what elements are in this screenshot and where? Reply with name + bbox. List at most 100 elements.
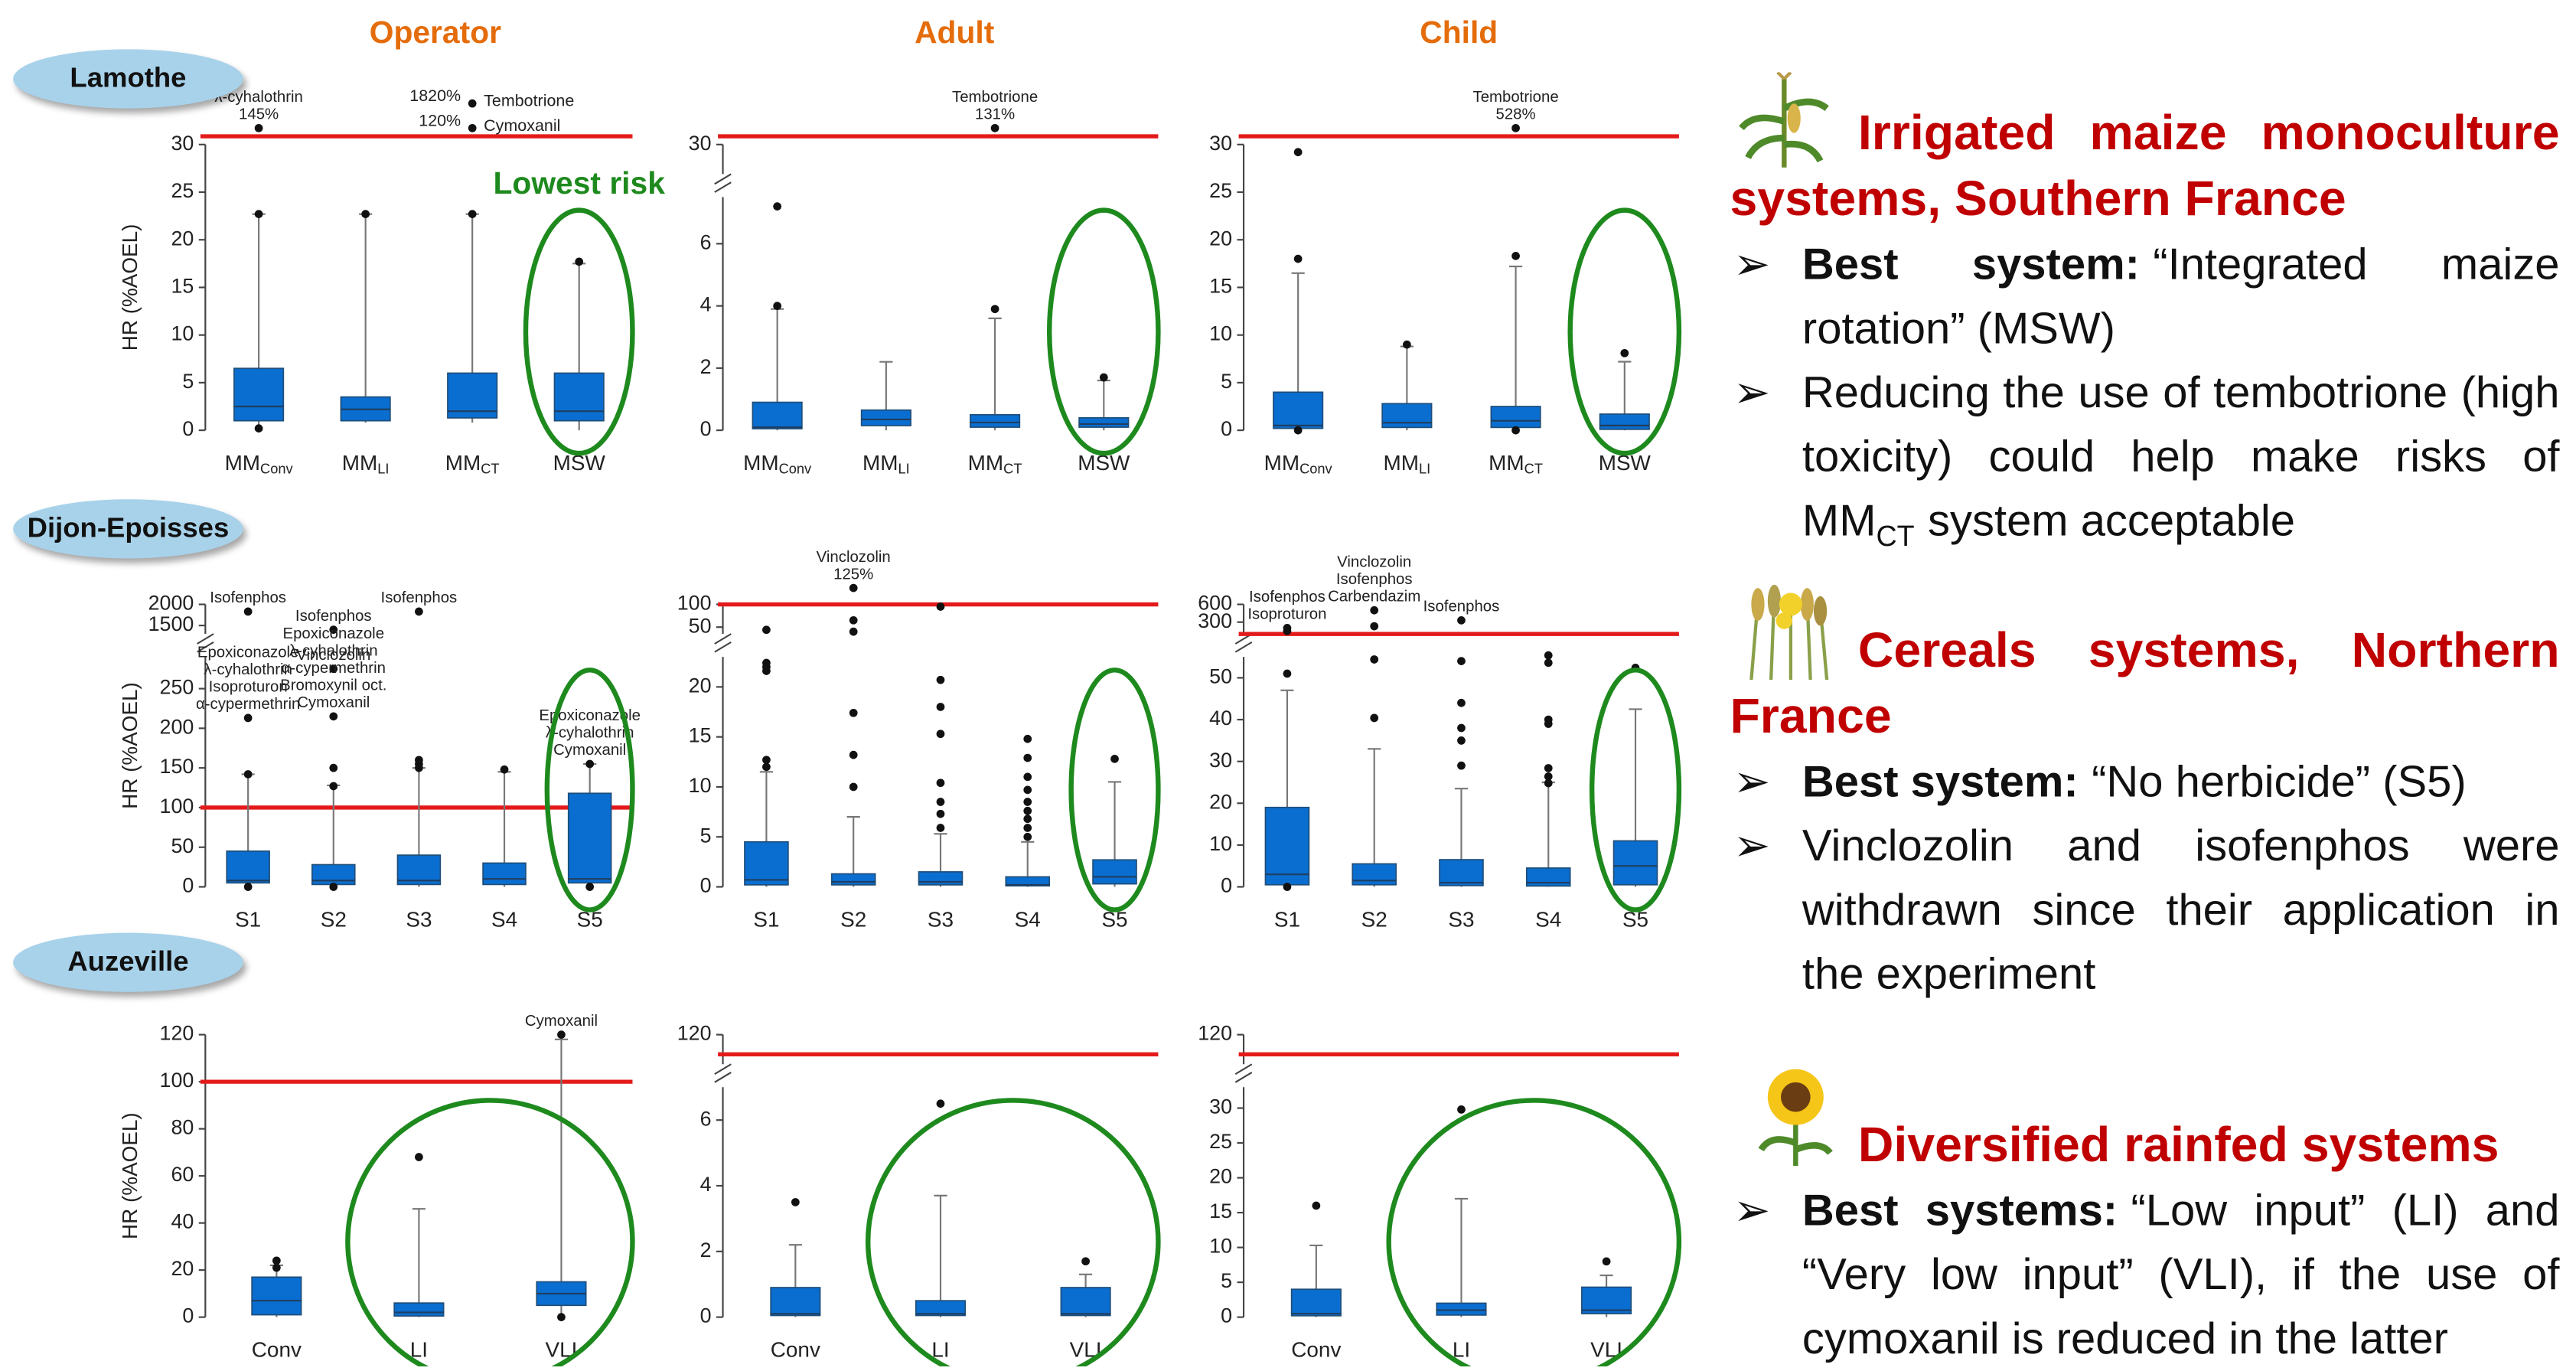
- annotated-outlier: [468, 100, 477, 108]
- annotated-outlier: [329, 712, 337, 720]
- x-tick-label: MMConv: [225, 452, 294, 477]
- axis-break: [715, 1072, 731, 1082]
- outlier: [1457, 724, 1466, 733]
- y-tick-label: 15: [689, 724, 712, 747]
- outlier: [849, 616, 858, 625]
- category-name: S4: [1015, 908, 1041, 932]
- box: [1382, 403, 1431, 427]
- y-tick-label: 100: [677, 592, 712, 615]
- y-tick-label: 2000: [148, 592, 194, 615]
- outlier: [991, 305, 999, 313]
- category-subscript: CT: [481, 460, 499, 476]
- y-tick-label: 50: [689, 614, 712, 637]
- y-tick-label: 30: [1209, 132, 1232, 155]
- y-tick-label: 15: [171, 275, 194, 298]
- x-tick-label: S1: [753, 908, 779, 932]
- outlier: [849, 751, 858, 759]
- outlier: [1544, 764, 1553, 772]
- outlier: [773, 202, 781, 211]
- x-tick-label: MMCT: [445, 452, 500, 477]
- annotation-label: Tembotrione: [952, 89, 1038, 106]
- y-tick-label: 100: [160, 1069, 194, 1092]
- outlier: [1023, 824, 1032, 832]
- annotated-outlier: [585, 760, 594, 769]
- site-label: Dijon-Epoisses: [13, 499, 243, 558]
- outlier: [762, 762, 771, 771]
- box: [1440, 860, 1483, 886]
- axis-break: [715, 182, 731, 192]
- outlier: [468, 210, 477, 218]
- axis-break: [715, 642, 731, 652]
- annotation-label: 131%: [975, 106, 1015, 123]
- y-tick-label: 50: [171, 834, 194, 857]
- annotation-value: 1820%: [409, 87, 461, 105]
- box: [1600, 414, 1649, 429]
- box: [1292, 1289, 1341, 1316]
- annotation-label: Tembotrione: [484, 92, 574, 110]
- box: [569, 793, 611, 883]
- outlier: [1603, 1257, 1611, 1265]
- annotated-outlier: [415, 608, 423, 616]
- y-tick-label: 120: [1198, 1022, 1232, 1045]
- outlier: [1511, 252, 1520, 260]
- highlight-ellipse: [1389, 1100, 1679, 1366]
- annotation-label: Epoxiconazole: [282, 625, 384, 642]
- y-tick-label: 60: [171, 1163, 194, 1186]
- outlier: [791, 1198, 800, 1206]
- box: [394, 1303, 443, 1316]
- outlier: [1544, 651, 1553, 660]
- box: [1273, 392, 1322, 428]
- slide: 051015202530HR (%AOEL)MMConvλ-cyhalothri…: [0, 0, 2576, 1366]
- outlier: [1544, 658, 1553, 667]
- y-tick-label: 0: [1221, 874, 1232, 897]
- annotated-outlier: [991, 124, 999, 132]
- axis-break: [715, 634, 731, 644]
- annotation-label: 145%: [239, 106, 279, 123]
- outlier: [329, 764, 337, 772]
- outlier: [1283, 670, 1292, 678]
- y-tick-label: 20: [1209, 790, 1232, 813]
- x-tick-label: S2: [1361, 908, 1387, 932]
- y-axis-label: HR (%AOEL): [118, 682, 142, 809]
- box: [862, 410, 911, 426]
- axis-break: [715, 1064, 731, 1074]
- outlier: [1023, 807, 1032, 815]
- y-tick-label: 0: [700, 874, 712, 897]
- annotated-outlier: [1283, 624, 1292, 632]
- box: [312, 865, 355, 885]
- x-tick-label: S4: [1535, 908, 1561, 932]
- section-title: Irrigated maize monoculture systems, Sou…: [1730, 102, 2559, 233]
- annotated-outlier: [1457, 616, 1466, 625]
- x-tick-label: S4: [1015, 908, 1041, 932]
- y-tick-label: 10: [689, 774, 712, 797]
- y-tick-label: 10: [1209, 322, 1232, 345]
- outlier: [1110, 755, 1119, 763]
- outlier: [762, 756, 771, 764]
- annotation-label: Cymoxanil: [297, 694, 370, 711]
- outlier: [272, 1264, 281, 1272]
- annotated-outlier: [244, 714, 253, 723]
- box: [252, 1277, 301, 1314]
- outlier: [1544, 779, 1553, 788]
- y-tick-label: 0: [700, 417, 712, 440]
- highlight-ellipse: [868, 1100, 1158, 1366]
- outlier: [1403, 341, 1411, 349]
- outlier: [501, 765, 509, 774]
- annotation-label: 528%: [1496, 106, 1536, 123]
- y-tick-label: 2: [700, 1239, 712, 1262]
- outlier: [1100, 374, 1108, 382]
- y-tick-label: 50: [1209, 665, 1232, 688]
- annotated-outlier: [244, 608, 253, 616]
- annotated-outlier: [255, 124, 263, 132]
- site-label: Auzeville: [13, 933, 243, 992]
- category-name: MM: [1264, 452, 1299, 475]
- outlier: [937, 602, 945, 611]
- x-tick-label: S4: [491, 908, 517, 932]
- outlier: [1457, 657, 1466, 665]
- outlier: [329, 883, 337, 891]
- outlier: [361, 210, 370, 218]
- outlier: [1081, 1257, 1090, 1265]
- x-tick-label: S2: [840, 908, 866, 932]
- y-tick-label: 4: [700, 293, 712, 316]
- annotation-label: Cymoxanil: [484, 116, 560, 135]
